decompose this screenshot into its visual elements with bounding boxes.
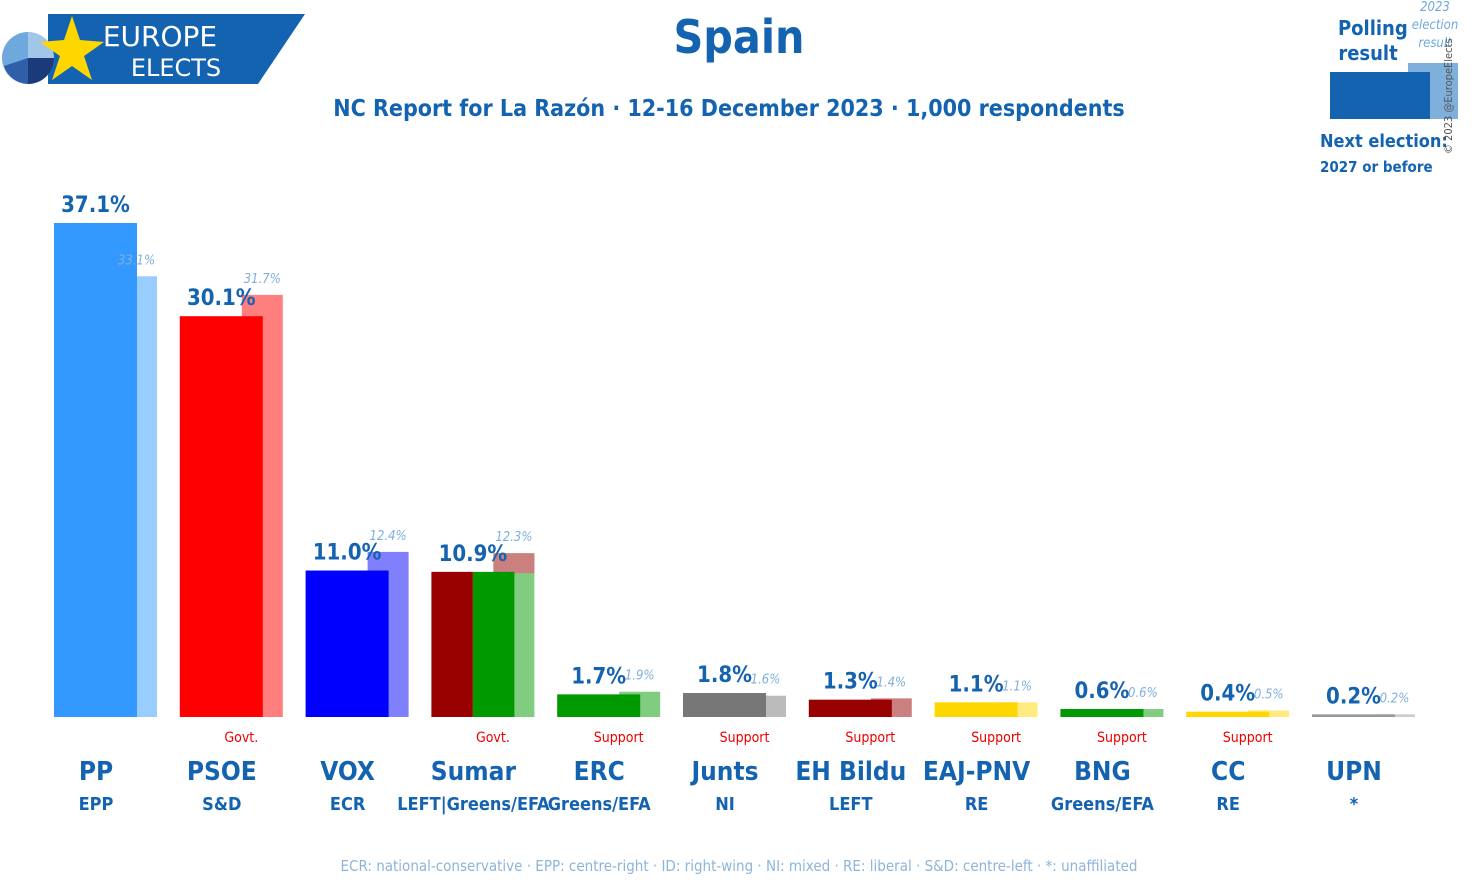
poll-value-label: 0.2% bbox=[1326, 684, 1381, 709]
poll-bar bbox=[808, 699, 892, 717]
category-label: EAJ-PNV bbox=[923, 757, 1030, 787]
poll-value-label: 0.4% bbox=[1200, 682, 1255, 707]
poll-value-label: 11.0% bbox=[313, 541, 382, 566]
poll-value-label: 1.7% bbox=[571, 664, 626, 689]
chart-subtitle: NC Report for La Razón · 12-16 December … bbox=[333, 96, 1125, 122]
group-label: RE bbox=[965, 794, 989, 815]
chart-title: Spain bbox=[673, 10, 805, 64]
group-label: LEFT|Greens/EFA bbox=[397, 794, 550, 815]
status-label: Govt. bbox=[476, 730, 510, 746]
group-label: EPP bbox=[79, 794, 114, 815]
category-label: PP bbox=[79, 757, 113, 787]
legend-polling-line-2: result bbox=[1338, 41, 1398, 65]
poll-value-label: 0.6% bbox=[1074, 679, 1129, 704]
election-value-label: 0.6% bbox=[1128, 686, 1158, 701]
poll-bar bbox=[179, 316, 263, 717]
group-label: LEFT bbox=[829, 794, 873, 815]
election-value-label: 12.3% bbox=[495, 530, 532, 545]
group-label: * bbox=[1350, 794, 1359, 815]
poll-bar bbox=[472, 571, 515, 717]
group-label: RE bbox=[1216, 794, 1240, 815]
poll-value-label: 1.1% bbox=[949, 672, 1004, 697]
status-label: Support bbox=[845, 730, 895, 746]
group-label: ECR bbox=[330, 794, 366, 815]
category-label: PSOE bbox=[187, 757, 257, 787]
status-label: Govt. bbox=[224, 730, 258, 746]
legend-election-line-1: 2023 bbox=[1420, 0, 1450, 15]
poll-bar bbox=[305, 570, 389, 717]
group-label: Greens/EFA bbox=[1051, 794, 1154, 815]
poll-bar bbox=[934, 702, 1018, 717]
status-label: Support bbox=[1223, 730, 1273, 746]
poll-value-label: 30.1% bbox=[187, 286, 256, 311]
star-icon bbox=[40, 16, 104, 80]
election-value-label: 1.1% bbox=[1002, 679, 1032, 694]
election-value-label: 1.9% bbox=[625, 669, 655, 684]
election-value-label: 0.2% bbox=[1380, 691, 1410, 706]
poll-value-label: 1.8% bbox=[697, 663, 752, 688]
group-label: S&D bbox=[202, 794, 241, 815]
category-label: BNG bbox=[1074, 757, 1131, 787]
poll-bar bbox=[557, 694, 641, 717]
category-label: Sumar bbox=[431, 757, 517, 787]
election-value-label: 1.6% bbox=[751, 673, 781, 688]
category-label: ERC bbox=[574, 757, 625, 787]
category-label: UPN bbox=[1326, 757, 1382, 787]
category-label: Junts bbox=[689, 757, 758, 787]
next-election-label: Next election: bbox=[1320, 131, 1448, 152]
election-value-label: 12.4% bbox=[370, 529, 407, 544]
status-label: Support bbox=[720, 730, 770, 746]
status-label: Support bbox=[971, 730, 1021, 746]
status-label: Support bbox=[1097, 730, 1147, 746]
europe-elects-logo: EUROPE ELECTS bbox=[2, 14, 305, 84]
logo-line-1: EUROPE bbox=[103, 20, 217, 53]
poll-bar bbox=[1060, 709, 1144, 717]
legend-polling-line-1: Polling bbox=[1338, 16, 1408, 40]
election-value-label: 31.7% bbox=[244, 272, 281, 287]
legend-election-line-3: result bbox=[1418, 36, 1452, 51]
group-label: NI bbox=[715, 794, 735, 815]
logo-line-2: ELECTS bbox=[131, 54, 221, 82]
poll-value-label: 10.9% bbox=[439, 542, 508, 567]
election-value-label: 33.1% bbox=[118, 253, 155, 268]
legend-election-line-2: election bbox=[1411, 18, 1459, 33]
poll-value-label: 1.3% bbox=[823, 670, 878, 695]
election-bar-segment bbox=[493, 553, 535, 574]
poll-bar bbox=[1312, 714, 1395, 717]
legend-polling-swatch bbox=[1330, 72, 1430, 119]
category-label: CC bbox=[1211, 757, 1245, 787]
group-label: Greens/EFA bbox=[548, 794, 651, 815]
poll-bar bbox=[683, 693, 766, 717]
poll-bar bbox=[1186, 711, 1270, 717]
poll-value-label: 37.1% bbox=[61, 193, 130, 218]
poll-bar-segment bbox=[431, 571, 473, 717]
category-label: VOX bbox=[320, 757, 375, 787]
footer-note: ECR: national-conservative · EPP: centre… bbox=[340, 857, 1138, 875]
election-value-label: 0.5% bbox=[1254, 687, 1284, 702]
status-label: Support bbox=[594, 730, 644, 746]
next-election-value: 2027 or before bbox=[1320, 158, 1433, 176]
election-value-label: 1.4% bbox=[876, 675, 906, 690]
category-label: EH Bildu bbox=[795, 757, 906, 787]
poll-bar bbox=[54, 223, 137, 717]
